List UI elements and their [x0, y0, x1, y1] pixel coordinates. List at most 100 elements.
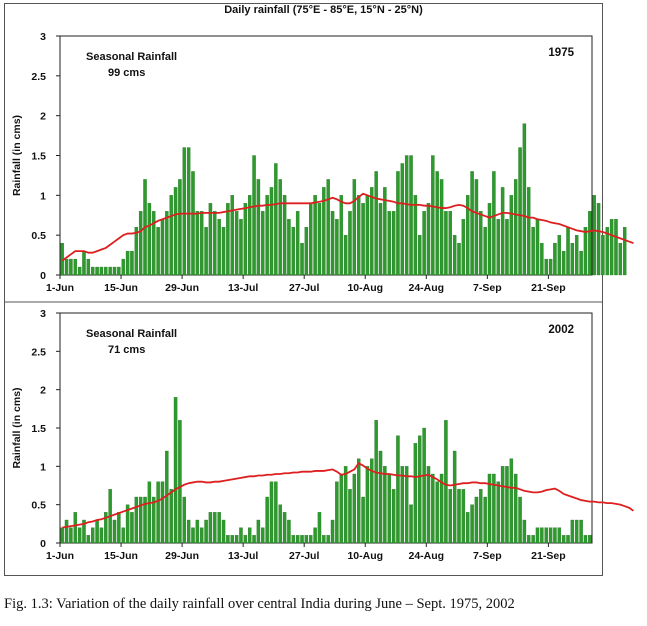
rainfall-bar: [579, 250, 583, 276]
rainfall-bar: [370, 187, 374, 276]
rainfall-bar: [160, 481, 165, 544]
rainfall-bar: [77, 527, 82, 544]
rainfall-bar: [566, 227, 570, 276]
x-tick-label: 10-Aug: [347, 282, 383, 294]
x-tick-label: 1-Jun: [46, 550, 74, 562]
rainfall-bar: [339, 473, 343, 544]
y-tick-label: 2: [40, 385, 46, 397]
y-tick-label: 0.5: [31, 230, 46, 242]
rainfall-bar: [601, 235, 605, 276]
rainfall-bar: [535, 527, 540, 544]
rainfall-bar: [204, 227, 208, 276]
rainfall-bar: [479, 489, 483, 544]
rainfall-bar: [579, 519, 583, 544]
rainfall-bar: [77, 266, 82, 276]
rainfall-bar: [422, 427, 426, 544]
x-tick-label: 29-Jun: [165, 550, 199, 562]
rainfall-bar: [561, 535, 566, 544]
rainfall-bar: [553, 527, 557, 544]
rainfall-bar: [261, 211, 265, 276]
rainfall-bar: [309, 535, 313, 544]
y-tick-label: 1: [40, 190, 46, 202]
x-tick-label: 13-Jul: [228, 282, 258, 294]
x-tick-label: 21-Sep: [531, 282, 565, 294]
rainfall-bar: [182, 147, 187, 276]
rainfall-bar: [553, 242, 557, 276]
rainfall-bar: [522, 123, 527, 276]
rainfall-bar: [69, 258, 73, 276]
rainfall-bar: [82, 250, 86, 276]
rainfall-bar: [239, 527, 243, 544]
rainfall-bar: [73, 258, 77, 276]
rainfall-bar: [208, 512, 213, 544]
rainfall-trend-line: [62, 462, 634, 529]
rainfall-bar: [173, 397, 178, 544]
y-tick-label: 2: [40, 111, 46, 123]
rainfall-bar: [404, 155, 409, 276]
x-tick-label: 24-Aug: [408, 550, 444, 562]
rainfall-bar: [121, 527, 125, 544]
rainfall-bar: [199, 527, 204, 544]
rainfall-bar: [217, 219, 221, 276]
rainfall-bar: [291, 535, 296, 544]
rainfall-bar: [138, 211, 143, 276]
x-tick-label: 15-Jun: [104, 282, 138, 294]
rainfall-bar: [117, 266, 121, 276]
rainfall-bar: [370, 458, 374, 544]
rainfall-bar: [186, 147, 191, 276]
rainfall-bar: [265, 195, 269, 276]
rainfall-bar: [544, 258, 548, 276]
y-tick-label: 0: [40, 270, 46, 282]
rainfall-bar: [226, 535, 230, 544]
y-tick-label: 2.5: [31, 71, 46, 83]
rainfall-bar: [452, 235, 457, 276]
rainfall-bar: [247, 195, 252, 276]
rainfall-bar: [160, 219, 165, 276]
rainfall-bar: [540, 242, 544, 276]
rainfall-bar: [391, 489, 396, 544]
rainfall-bar: [352, 473, 357, 544]
figure-caption: Fig. 1.3: Variation of the daily rainfal…: [4, 596, 515, 612]
rainfall-bar: [304, 535, 309, 544]
rainfall-bar: [104, 266, 108, 276]
rainfall-bar: [418, 435, 422, 544]
rainfall-bar: [247, 527, 252, 544]
rainfall-bar: [404, 466, 409, 544]
rainfall-bar: [269, 481, 274, 544]
rainfall-bar: [452, 450, 457, 544]
rainfall-bar: [86, 258, 91, 276]
rainfall-bar: [326, 535, 330, 544]
rainfall-bar: [295, 535, 300, 544]
y-tick-label: 0.5: [31, 500, 46, 512]
y-axis-label: Rainfall (in cms): [11, 115, 23, 196]
rainfall-bar: [588, 535, 592, 544]
rainfall-bar: [439, 473, 444, 544]
rainfall-bar: [470, 171, 474, 276]
x-tick-label: 21-Sep: [531, 550, 565, 562]
rainfall-bar: [479, 211, 483, 276]
rainfall-bar: [213, 512, 217, 544]
rainfall-bar: [400, 163, 405, 276]
rainfall-bar: [496, 481, 500, 544]
rainfall-bar: [557, 527, 562, 544]
rainfall-bar: [291, 227, 296, 276]
rainfall-bar: [156, 227, 160, 276]
rainfall-bar: [531, 227, 535, 276]
rainfall-bar: [326, 179, 330, 276]
rainfall-bar: [614, 219, 618, 276]
rainfall-bar: [282, 195, 287, 276]
rainfall-bar: [269, 187, 274, 276]
rainfall-bar: [191, 171, 195, 276]
rainfall-bar: [535, 219, 540, 276]
rainfall-bar: [444, 420, 448, 544]
rainfall-bar: [199, 211, 204, 276]
rainfall-bar: [457, 242, 461, 276]
rainfall-bar: [186, 519, 191, 544]
rainfall-bar: [121, 258, 125, 276]
rainfall-bar: [544, 527, 548, 544]
rainfall-bar: [64, 258, 69, 276]
rainfall-bar: [278, 179, 282, 276]
rainfall-bar: [413, 195, 418, 276]
rainfall-bar: [374, 171, 378, 276]
rainfall-bar: [391, 211, 396, 276]
